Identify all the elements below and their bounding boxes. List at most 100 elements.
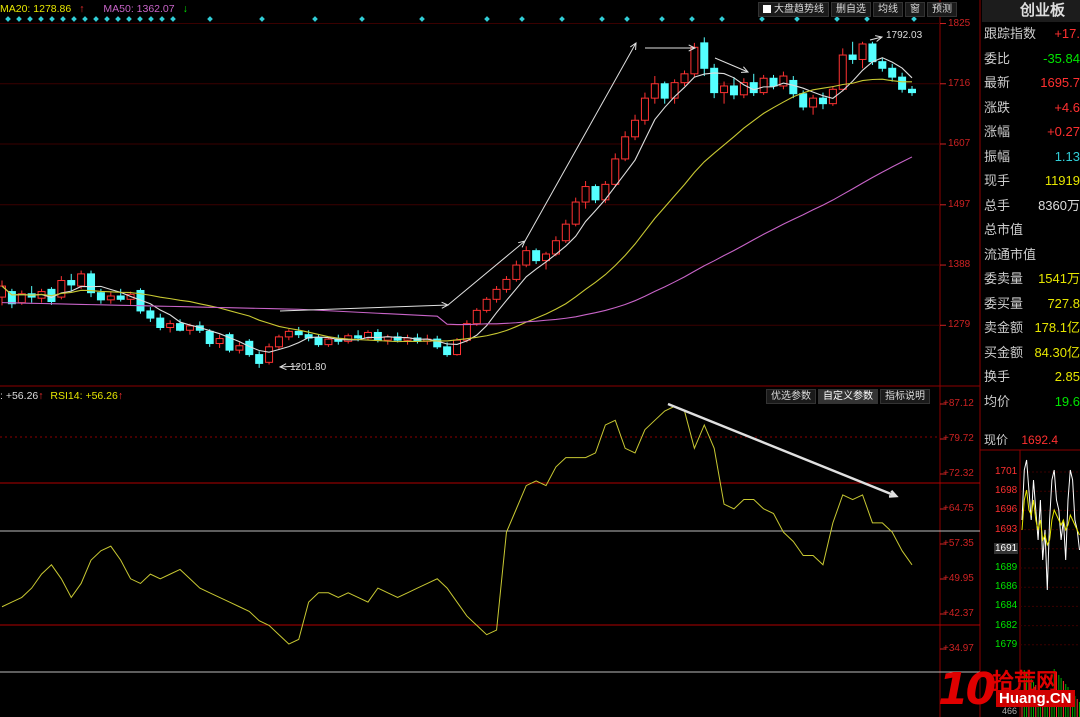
price-tick-label: 1497 xyxy=(948,199,970,210)
candle-body xyxy=(236,346,243,350)
marker-diamond xyxy=(599,16,605,22)
candle-body xyxy=(602,184,609,199)
candle-body xyxy=(592,187,599,200)
candle-body xyxy=(582,187,589,202)
trend-arrow-dip xyxy=(715,58,748,72)
candle-body xyxy=(632,120,639,137)
quote-value: 1.13 xyxy=(1020,145,1080,169)
price-tick-label: 1279 xyxy=(948,319,970,330)
mini-tick-label: 1689 xyxy=(995,562,1017,573)
quote-value: 19.6 xyxy=(1020,390,1080,414)
quote-value: 1695.7 xyxy=(1020,71,1080,95)
quote-row: 委买量 727.8 xyxy=(982,292,1080,316)
candle-body xyxy=(216,339,223,344)
candle-body xyxy=(879,62,886,69)
watermark-number: 10 xyxy=(938,664,993,715)
marker-diamond xyxy=(312,16,318,22)
marker-diamond xyxy=(27,16,33,22)
candle-body xyxy=(691,47,698,74)
candle-body xyxy=(256,355,263,364)
indicator-explain-button[interactable]: 指标说明 xyxy=(880,389,930,404)
candle-body xyxy=(790,80,797,93)
quote-row: 买金额 84.30亿 xyxy=(982,341,1080,365)
quote-key: 最新 xyxy=(984,71,1010,95)
marker-diamond xyxy=(148,16,154,22)
quote-row: 涨幅 +0.27 xyxy=(982,120,1080,144)
rsi-tick-label: +34.97 xyxy=(943,643,974,654)
marker-diamond xyxy=(38,16,44,22)
candle-body xyxy=(889,68,896,77)
trend-line-toggle[interactable]: 大盘趋势线 xyxy=(758,2,829,17)
candle-body xyxy=(315,338,322,345)
rsi14-label: RSI14: +56.26 xyxy=(50,390,117,402)
forecast-button[interactable]: 预测 xyxy=(927,2,957,17)
quote-value: 8360万 xyxy=(1020,194,1080,218)
custom-params-button[interactable]: 自定义参数 xyxy=(818,389,878,404)
quote-key: 流通市值 xyxy=(984,243,1036,267)
mini-tick-label: 1686 xyxy=(995,581,1017,592)
candle-body xyxy=(849,55,856,59)
candle-body xyxy=(97,293,104,300)
candle-body xyxy=(295,331,302,334)
marker-diamond xyxy=(49,16,55,22)
quote-row: 委卖量 1541万 xyxy=(982,267,1080,291)
marker-diamond xyxy=(419,16,425,22)
candles xyxy=(0,37,916,367)
watermark-en: Huang.CN xyxy=(996,690,1075,707)
preferred-params-button[interactable]: 优选参数 xyxy=(766,389,816,404)
marker-diamond xyxy=(911,16,917,22)
ma50-label: MA50: 1362.07 xyxy=(103,3,174,15)
rsi-line xyxy=(2,406,912,644)
rsi-toolbar: 优选参数 自定义参数 指标说明 xyxy=(766,389,930,404)
rsi-tick-label: +42.37 xyxy=(943,608,974,619)
marker-diamond xyxy=(559,16,565,22)
mini-value: 1692.4 xyxy=(1021,433,1058,447)
rsi-tick-label: +57.35 xyxy=(943,538,974,549)
rsi-grid xyxy=(0,404,980,672)
quote-key: 涨跌 xyxy=(984,96,1010,120)
candle-body xyxy=(562,224,569,241)
candle-body xyxy=(760,78,767,92)
quote-key: 涨幅 xyxy=(984,120,1010,144)
ma20-label: MA20: 1278.86 xyxy=(0,3,71,15)
quote-value: 2.85 xyxy=(1020,365,1080,389)
candle-body xyxy=(721,86,728,93)
candle-body xyxy=(285,331,292,337)
rsi-prefix-arrow: ↑ xyxy=(38,390,43,402)
candle-body xyxy=(523,251,530,265)
quote-key: 现手 xyxy=(984,169,1010,193)
mini-tick-label: 1696 xyxy=(995,504,1017,515)
candle-body xyxy=(701,43,708,68)
marker-diamond xyxy=(115,16,121,22)
marker-diamond xyxy=(126,16,132,22)
quote-row: 均价 19.6 xyxy=(982,390,1080,414)
quote-key: 卖金额 xyxy=(984,316,1023,340)
price-tick-label: 1388 xyxy=(948,259,970,270)
price-tick-label: 1825 xyxy=(948,18,970,29)
quote-row: 委比 -35.84 xyxy=(982,47,1080,71)
marker-diamond xyxy=(207,16,213,22)
watermark-logo: 10 xyxy=(938,664,993,715)
marker-diamond xyxy=(137,16,143,22)
rsi14-line xyxy=(2,406,912,644)
quote-key: 委比 xyxy=(984,47,1010,71)
window-button[interactable]: 窗 xyxy=(905,2,925,17)
candle-body xyxy=(819,98,826,104)
mini-tick-label: 1701 xyxy=(995,466,1017,477)
candle-body xyxy=(572,202,579,224)
rsi-tick-label: +79.72 xyxy=(943,433,974,444)
marker-diamond xyxy=(659,16,665,22)
marker-diamond xyxy=(759,16,765,22)
candle-body xyxy=(186,326,193,330)
low-label: 1201.80 xyxy=(290,362,326,373)
trend-arrow-rise2 xyxy=(525,43,636,241)
delete-select-button[interactable]: 删自选 xyxy=(831,2,871,17)
rsi-legend-prefix: : +56.26 xyxy=(0,390,38,402)
candle-body xyxy=(533,251,540,261)
candle-body xyxy=(355,336,362,338)
rsi-divergence-arrow xyxy=(668,404,896,496)
avg-line-button[interactable]: 均线 xyxy=(873,2,903,17)
marker-diamond xyxy=(719,16,725,22)
candle-body xyxy=(899,77,906,89)
quote-row: 换手 2.85 xyxy=(982,365,1080,389)
